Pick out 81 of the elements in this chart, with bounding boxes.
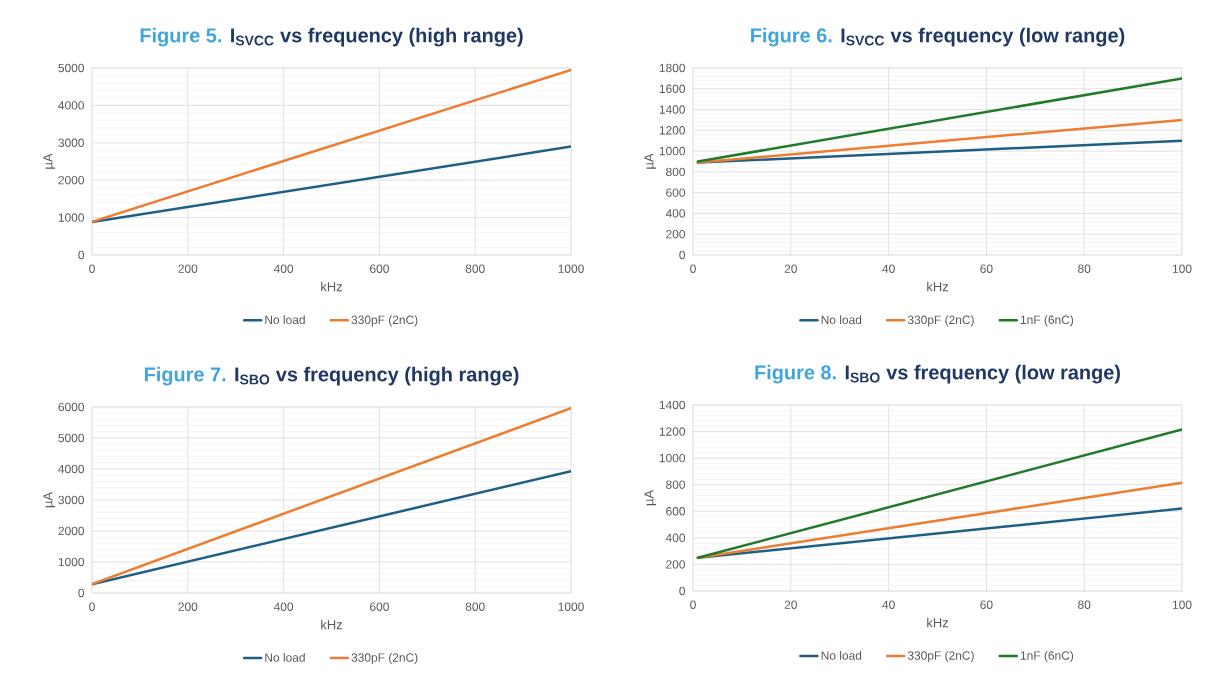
y-tick-label: 1000 bbox=[58, 213, 85, 222]
x-tick-label: 0 bbox=[89, 264, 95, 273]
y-tick-label: 200 bbox=[666, 560, 686, 569]
y-tick-label: 1000 bbox=[58, 557, 85, 567]
y-tick-label: 3000 bbox=[58, 138, 85, 148]
chart-subtitle: I$_{SVCC}$ vs frequency (low range) bbox=[841, 27, 1125, 47]
y-tick-label: 0 bbox=[78, 250, 85, 260]
y-tick-label: 1000 bbox=[659, 453, 686, 463]
y-tick-label: 1400 bbox=[659, 400, 686, 410]
x-tick-label: 40 bbox=[882, 264, 895, 273]
legend-label: 330pF (2nC) bbox=[351, 315, 418, 327]
y-tick-label: 1200 bbox=[659, 427, 686, 436]
y-tick-label: 6000 bbox=[58, 402, 85, 412]
y-tick-label: 0 bbox=[78, 588, 85, 598]
y-tick-label: 200 bbox=[666, 229, 686, 239]
y-tick-label: 1200 bbox=[659, 126, 686, 135]
y-tick-label: 1000 bbox=[659, 146, 686, 156]
legend-label: 330pF (2nC) bbox=[907, 315, 974, 327]
y-tick-label: 3000 bbox=[58, 495, 85, 505]
y-tick-label: 1600 bbox=[659, 84, 686, 93]
x-tick-label: 800 bbox=[465, 264, 485, 273]
x-tick-label: 0 bbox=[690, 264, 696, 273]
x-tick-label: 100 bbox=[1172, 600, 1192, 609]
x-tick-label: 600 bbox=[370, 264, 389, 273]
x-tick-label: 80 bbox=[1078, 264, 1091, 273]
x-tick-label: 400 bbox=[273, 264, 294, 273]
x-tick-label: 100 bbox=[1172, 264, 1192, 273]
y-axis-title: µA bbox=[43, 153, 56, 169]
y-axis-title: µA bbox=[644, 489, 657, 506]
legend-label: 330pF (2nC) bbox=[907, 650, 974, 663]
chart-title: Figure 8. bbox=[755, 364, 836, 384]
x-tick-label: 400 bbox=[273, 602, 294, 611]
x-tick-label: 1000 bbox=[558, 602, 584, 611]
y-tick-label: 400 bbox=[665, 209, 686, 218]
y-tick-label: 2000 bbox=[58, 526, 85, 536]
x-tick-label: 40 bbox=[882, 600, 895, 609]
y-tick-label: 5000 bbox=[58, 63, 85, 73]
x-tick-label: 80 bbox=[1078, 600, 1091, 609]
x-axis-title: kHz bbox=[321, 281, 343, 292]
x-tick-label: 1000 bbox=[558, 264, 584, 273]
y-tick-label: 600 bbox=[666, 188, 686, 197]
x-tick-label: 60 bbox=[980, 264, 993, 273]
y-tick-label: 1800 bbox=[659, 63, 686, 73]
y-tick-label: 800 bbox=[666, 167, 686, 177]
y-axis-title: µA bbox=[43, 491, 56, 508]
x-tick-label: 200 bbox=[178, 602, 198, 611]
x-tick-label: 600 bbox=[370, 602, 389, 611]
y-tick-label: 1400 bbox=[659, 105, 686, 114]
x-axis-title: kHz bbox=[927, 281, 949, 292]
y-tick-label: 0 bbox=[679, 586, 686, 596]
legend-label: No load bbox=[821, 315, 862, 325]
y-tick-label: 4000 bbox=[58, 464, 85, 474]
x-tick-label: 20 bbox=[784, 600, 797, 609]
y-tick-label: 600 bbox=[666, 507, 686, 516]
x-tick-label: 200 bbox=[178, 264, 198, 273]
legend-label: 1nF (6nC) bbox=[1020, 315, 1074, 327]
x-axis-title: kHz bbox=[927, 617, 949, 628]
legend-label: 1nF (6nC) bbox=[1020, 650, 1074, 663]
chart-title: Figure 6. bbox=[751, 27, 832, 47]
y-tick-label: 800 bbox=[666, 480, 686, 489]
x-tick-label: 0 bbox=[89, 602, 95, 611]
legend-label: No load bbox=[265, 652, 305, 662]
y-tick-label: 5000 bbox=[58, 433, 85, 443]
chart-title: Figure 7. bbox=[144, 366, 226, 386]
chart-subtitle: I$_{SVCC}$ vs frequency (high range) bbox=[231, 27, 523, 47]
legend-label: 330pF (2nC) bbox=[351, 652, 418, 665]
legend-label: No load bbox=[821, 650, 862, 660]
y-tick-label: 0 bbox=[679, 250, 686, 260]
chart-subtitle: I$_{SBO}$ vs frequency (low range) bbox=[845, 364, 1120, 384]
legend-label: No load bbox=[265, 315, 305, 325]
y-axis-title: µA bbox=[644, 153, 657, 169]
chart-subtitle: I$_{SBO}$ vs frequency (high range) bbox=[235, 366, 519, 386]
y-tick-label: 400 bbox=[665, 533, 686, 543]
x-tick-label: 20 bbox=[784, 264, 797, 273]
x-tick-label: 800 bbox=[465, 602, 485, 611]
y-tick-label: 2000 bbox=[58, 175, 85, 185]
x-tick-label: 0 bbox=[690, 600, 696, 609]
x-axis-title: kHz bbox=[321, 619, 343, 630]
x-tick-label: 60 bbox=[980, 600, 993, 609]
y-tick-label: 4000 bbox=[58, 101, 85, 110]
chart-title: Figure 5. bbox=[140, 27, 221, 47]
